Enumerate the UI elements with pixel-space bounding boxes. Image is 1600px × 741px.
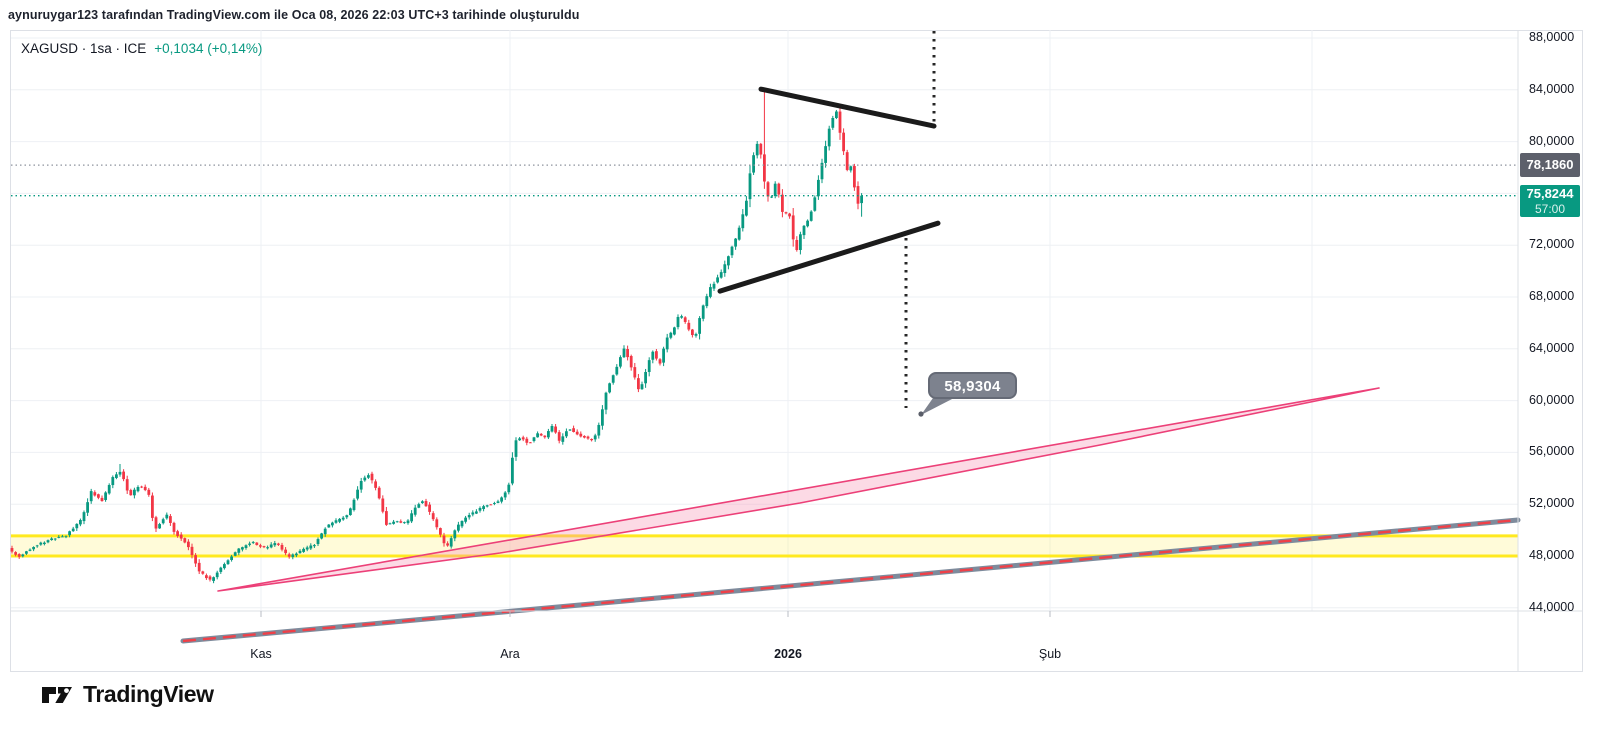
target-price-label: 58,9304 <box>944 378 1001 395</box>
price-tick-label: 60,0000 <box>1529 392 1575 407</box>
last-price-label: 75,8244 <box>1526 186 1574 201</box>
tradingview-logo-icon <box>42 686 72 703</box>
price-tick-label: 80,0000 <box>1529 133 1575 148</box>
price-tick-label: 88,0000 <box>1529 30 1575 44</box>
target-price-tooltip: 58,9304 <box>928 372 1017 399</box>
symbol-legend[interactable]: XAGUSD · 1sa · ICE +0,1034 (+0,14%) <box>21 41 262 56</box>
price-tick-label: 56,0000 <box>1529 444 1575 459</box>
chart-widget <box>10 30 1583 672</box>
price-tick-label: 68,0000 <box>1529 289 1575 303</box>
price-tick-label: 48,0000 <box>1529 548 1575 562</box>
prev-close-label: 78,1860 <box>1526 157 1574 172</box>
prev-close-badge: 78,1860 <box>1520 153 1580 177</box>
time-tick-label: 2026 <box>774 647 802 661</box>
price-tick-label: 52,0000 <box>1529 496 1575 511</box>
tradingview-logo-text: TradingView <box>83 681 214 707</box>
bar-countdown-label: 57:00 <box>1534 202 1566 216</box>
price-axis[interactable]: 88,0000 84,0000 80,0000 72,0000 68,0000 64,00… <box>1519 30 1583 614</box>
attribution-text: aynuruygar123 tarafından TradingView.com… <box>8 8 580 22</box>
tradingview-logo[interactable]: TradingView <box>40 681 214 708</box>
time-tick-label: Şub <box>1038 647 1062 661</box>
price-change-label: +0,1034 (+0,14%) <box>154 41 263 56</box>
price-tick-label: 44,0000 <box>1529 599 1575 614</box>
symbol-title-label: XAGUSD · 1sa · ICE <box>21 41 147 56</box>
price-tick-label: 84,0000 <box>1529 81 1575 96</box>
last-price-badge: 75,8244 57:00 <box>1520 185 1580 217</box>
price-tick-label: 64,0000 <box>1529 340 1575 355</box>
time-tick-label: Kas <box>250 647 272 661</box>
time-tick-label: Ara <box>500 647 520 661</box>
price-tick-label: 72,0000 <box>1529 237 1575 252</box>
time-axis[interactable]: Kas Ara 2026 Şub <box>10 611 1583 661</box>
